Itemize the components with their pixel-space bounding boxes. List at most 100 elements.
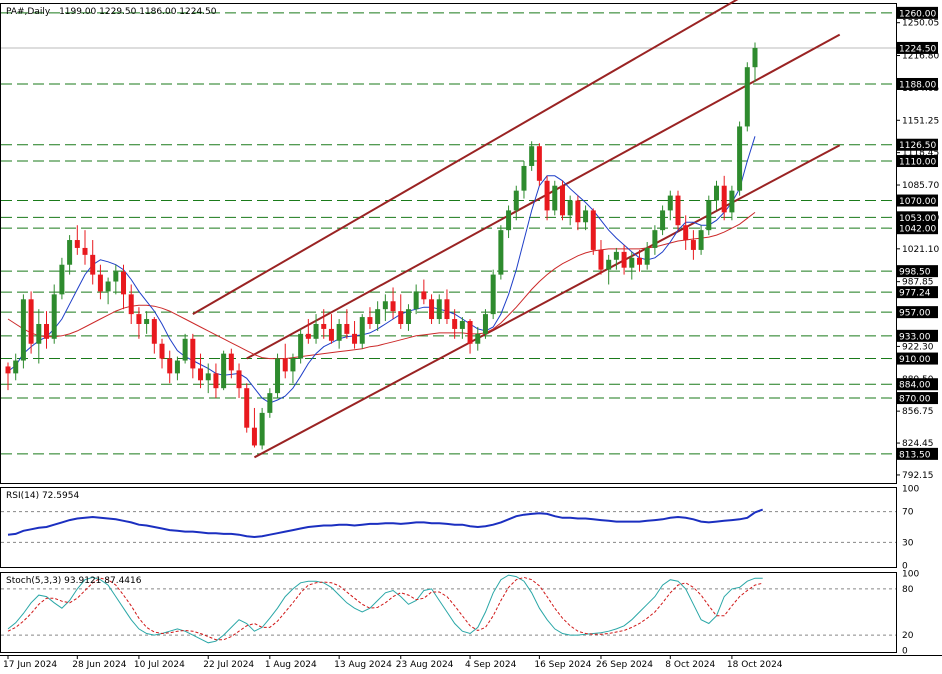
candle-body: [182, 338, 188, 361]
candle-body: [690, 240, 696, 250]
level-tag-label: 1070.00: [899, 197, 936, 207]
candle-body: [20, 299, 26, 361]
candle-body: [729, 190, 735, 213]
level-tag-label: 1260.00: [899, 9, 936, 19]
stoch-tick-label: 0: [902, 646, 908, 656]
time-tick-label: 26 Sep 2024: [596, 660, 653, 670]
candle-body: [660, 210, 666, 231]
price-tick-label: 856.75: [902, 407, 934, 417]
candle-body: [267, 393, 273, 413]
candle-body: [336, 323, 342, 341]
candle-body: [251, 427, 257, 446]
candle-body: [737, 126, 743, 191]
candle-body: [221, 353, 227, 389]
trend-channel-line: [192, 0, 739, 315]
level-tag-bg: [897, 211, 938, 224]
time-tick-label: 22 Jul 2024: [203, 660, 254, 670]
ohlc-values: 1199.00 1229.50 1186.00 1224.50: [59, 7, 217, 17]
price-frame: [0, 3, 897, 484]
candle-body: [236, 370, 242, 389]
level-tag-label: 977.24: [899, 289, 931, 299]
candle-body: [498, 230, 504, 275]
candle-body: [452, 319, 458, 329]
level-tag-bg: [897, 138, 938, 151]
level-tag-label: 998.50: [899, 268, 931, 278]
stoch-panel[interactable]: 100 80 20 0: [0, 570, 920, 657]
candle-body: [744, 67, 750, 127]
candle-body: [282, 358, 288, 372]
level-tag-bg: [897, 447, 938, 460]
candle-body: [598, 249, 604, 270]
candle-body: [159, 343, 165, 359]
candle-body: [475, 333, 481, 344]
level-tag-bg: [897, 222, 938, 235]
level-tag-label: 910.00: [899, 355, 931, 365]
candle-body: [559, 185, 565, 216]
level-tag-label: 1126.50: [899, 141, 936, 151]
candle-body: [698, 230, 704, 250]
candle-body: [382, 301, 388, 310]
candle-body: [144, 319, 150, 324]
level-tag-bg: [897, 265, 938, 278]
rsi-line: [7, 508, 764, 539]
level-tag-bg: [897, 329, 938, 342]
candle-body: [275, 358, 281, 394]
rsi-panel[interactable]: 100 70 30 0: [0, 485, 920, 572]
candle-body: [490, 274, 496, 315]
stoch-frame: [0, 572, 897, 653]
price-tick-label: 1216.80: [902, 52, 939, 62]
candle-body: [413, 291, 419, 310]
rsi-tick-label: 100: [902, 485, 919, 495]
price-panel[interactable]: 1250.051216.801184.051151.251118.451085.…: [0, 0, 940, 484]
time-tick-label: 28 Jun 2024: [72, 660, 126, 670]
time-tick-label: 8 Oct 2024: [665, 660, 715, 670]
level-tag-label: 957.00: [899, 309, 931, 319]
price-tick-label: 1085.70: [902, 181, 939, 191]
price-tick-label: 922.30: [902, 342, 934, 352]
candle-body: [513, 190, 519, 211]
candle-body: [128, 294, 134, 315]
level-tag-label: 1042.00: [899, 225, 936, 235]
candle-body: [544, 180, 550, 211]
level-tag-label: 884.00: [899, 381, 931, 391]
candle-body: [398, 311, 404, 324]
time-tick-label: 23 Aug 2024: [396, 660, 454, 670]
candle-body: [290, 358, 296, 372]
candle-body: [421, 291, 427, 300]
candle-body: [28, 299, 34, 344]
rsi-header: RSI(14) 72.5954: [6, 491, 79, 501]
candle-body: [328, 328, 334, 341]
candle-body: [136, 314, 142, 324]
candle-body: [97, 274, 103, 292]
candle-body: [228, 353, 234, 371]
candle-body: [59, 264, 65, 295]
candle-body: [121, 271, 127, 295]
candle-body: [552, 185, 558, 211]
candle-body: [36, 323, 42, 344]
stoch-tick-label: 80: [902, 585, 914, 595]
level-tag-bg: [897, 155, 938, 168]
candle-body: [590, 210, 596, 250]
candle-body: [529, 146, 535, 166]
time-tick-label: 16 Sep 2024: [534, 660, 591, 670]
time-tick-label: 4 Sep 2024: [465, 660, 517, 670]
level-tag-bg: [897, 194, 938, 207]
time-tick-label: 17 Jun 2024: [3, 660, 57, 670]
candle-body: [536, 146, 542, 181]
level-tag-label: 1188.00: [899, 80, 936, 90]
candle-body: [644, 247, 650, 265]
candle-body: [436, 299, 442, 320]
candle-body: [675, 195, 681, 226]
candle-body: [752, 47, 758, 68]
symbol-label: PA#,Daily: [6, 7, 51, 17]
last-price-tag-bg: [897, 41, 938, 54]
candle-body: [113, 271, 119, 282]
last-price-tag-label: 1224.50: [899, 44, 936, 54]
candle-body: [636, 257, 642, 265]
level-tag-bg: [897, 6, 938, 19]
stoch-header: Stoch(5,3,3) 93.9121 87.4416: [6, 576, 142, 586]
candle-body: [583, 210, 589, 223]
candle-body: [44, 323, 50, 339]
candle-body: [367, 317, 373, 324]
